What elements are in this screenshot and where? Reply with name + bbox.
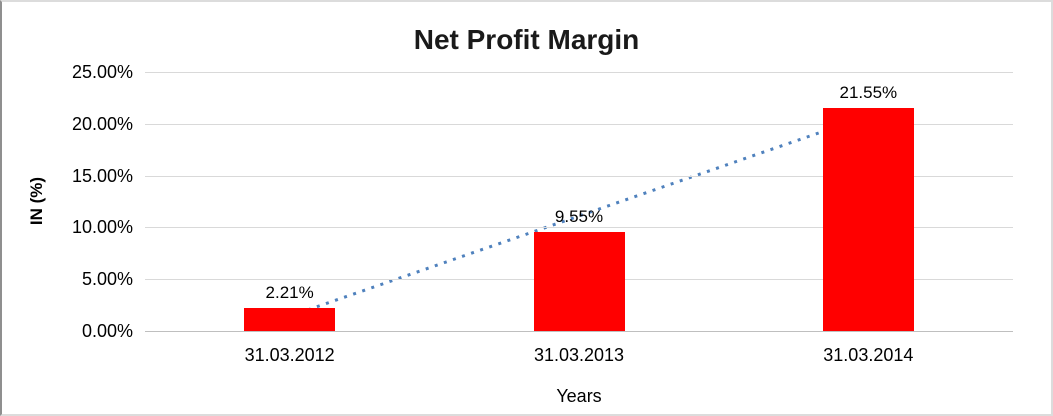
y-axis-tick-label: 15.00% — [71, 165, 133, 186]
gridline — [145, 175, 1013, 177]
x-axis-tick-label: 31.03.2014 — [823, 345, 914, 365]
gridline — [145, 72, 1013, 73]
data-label: 9.55% — [554, 207, 604, 227]
plot-area — [145, 72, 1013, 332]
bar-31.03.2013 — [533, 232, 625, 331]
data-label: 2.21% — [265, 283, 314, 303]
gridline — [145, 227, 1013, 229]
y-axis-tick-label: 5.00% — [81, 269, 133, 290]
data-label: 21.55% — [839, 82, 898, 102]
y-axis-tick-label: 0.00% — [81, 321, 133, 341]
y-axis-tick-label: 25.00% — [71, 62, 133, 82]
y-axis-tick-label: 10.00% — [71, 217, 133, 238]
bar-31.03.2014 — [822, 107, 914, 331]
x-axis-tick-label: 31.03.2012 — [244, 345, 335, 365]
gridline — [145, 123, 1013, 125]
chart-title: Net Profit Margin — [413, 24, 640, 55]
x-axis-title: Years — [556, 386, 602, 406]
x-axis-tick-label: 31.03.2013 — [533, 345, 625, 365]
y-axis-tick-label: 20.00% — [71, 113, 133, 134]
x-axis-line — [145, 331, 1013, 332]
bar-31.03.2012 — [244, 308, 336, 331]
